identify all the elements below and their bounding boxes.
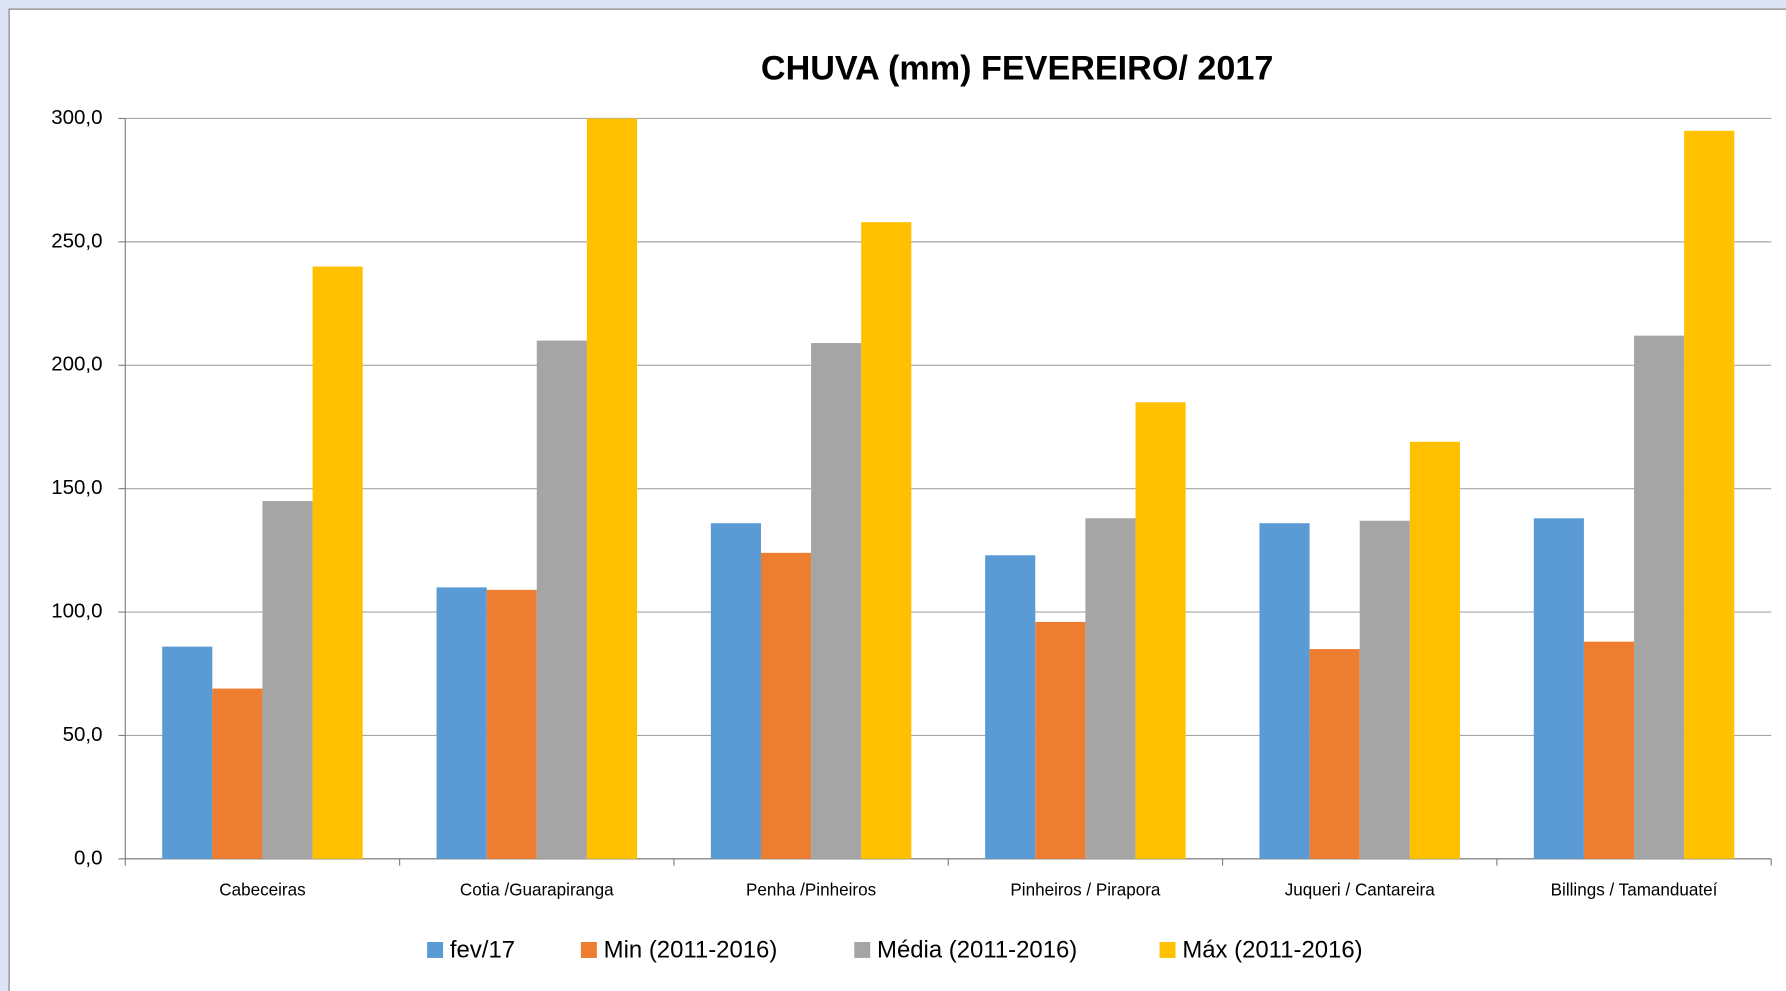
bar (162, 646, 213, 859)
bar (1359, 520, 1410, 859)
x-tick-label: Penha /Pinheiros (746, 880, 876, 899)
bar (1409, 441, 1460, 859)
legend-label: Min (2011-2016) (604, 936, 778, 963)
bar (1035, 621, 1086, 859)
legend-swatch (1159, 942, 1176, 958)
bar (1684, 130, 1735, 859)
bar (262, 501, 313, 859)
bar (760, 552, 812, 859)
legend-swatch (854, 942, 871, 958)
bar (811, 343, 862, 859)
legend-label: fev/17 (450, 936, 515, 963)
legend-swatch (427, 942, 444, 958)
legend-label: Média (2011-2016) (877, 936, 1077, 963)
y-tick-label: 200,0 (51, 353, 102, 376)
legend-swatch (580, 942, 597, 958)
x-tick-label: Cotia /Guarapiranga (460, 880, 614, 899)
y-tick-label: 250,0 (51, 229, 102, 252)
x-tick-label: Pinheiros / Pirapora (1010, 880, 1160, 899)
y-tick-label: 0,0 (74, 846, 103, 869)
x-tick-label: Cabeceiras (219, 880, 305, 899)
bar (1309, 649, 1360, 859)
bar (586, 118, 638, 859)
bar (1085, 518, 1136, 859)
bar (985, 555, 1036, 859)
bar (1135, 402, 1186, 859)
y-tick-label: 150,0 (51, 476, 102, 499)
legend-label: Máx (2011-2016) (1182, 936, 1362, 963)
bar (212, 688, 263, 859)
bar (1533, 518, 1584, 859)
bar (1583, 641, 1635, 859)
bar (312, 266, 363, 859)
bar (1259, 523, 1310, 859)
bar (710, 523, 761, 859)
bar (436, 587, 487, 859)
y-tick-label: 300,0 (51, 106, 102, 129)
y-tick-label: 50,0 (63, 723, 103, 746)
x-tick-label: Billings / Tamanduateí (1551, 880, 1718, 899)
x-tick-label: Juqueri / Cantareira (1285, 880, 1435, 899)
bar (861, 222, 912, 859)
bar (1634, 335, 1685, 859)
bar (486, 589, 537, 859)
chart-title: CHUVA (mm) FEVEREIRO/ 2017 (761, 50, 1273, 88)
y-tick-label: 100,0 (51, 599, 102, 622)
bar (536, 340, 587, 859)
